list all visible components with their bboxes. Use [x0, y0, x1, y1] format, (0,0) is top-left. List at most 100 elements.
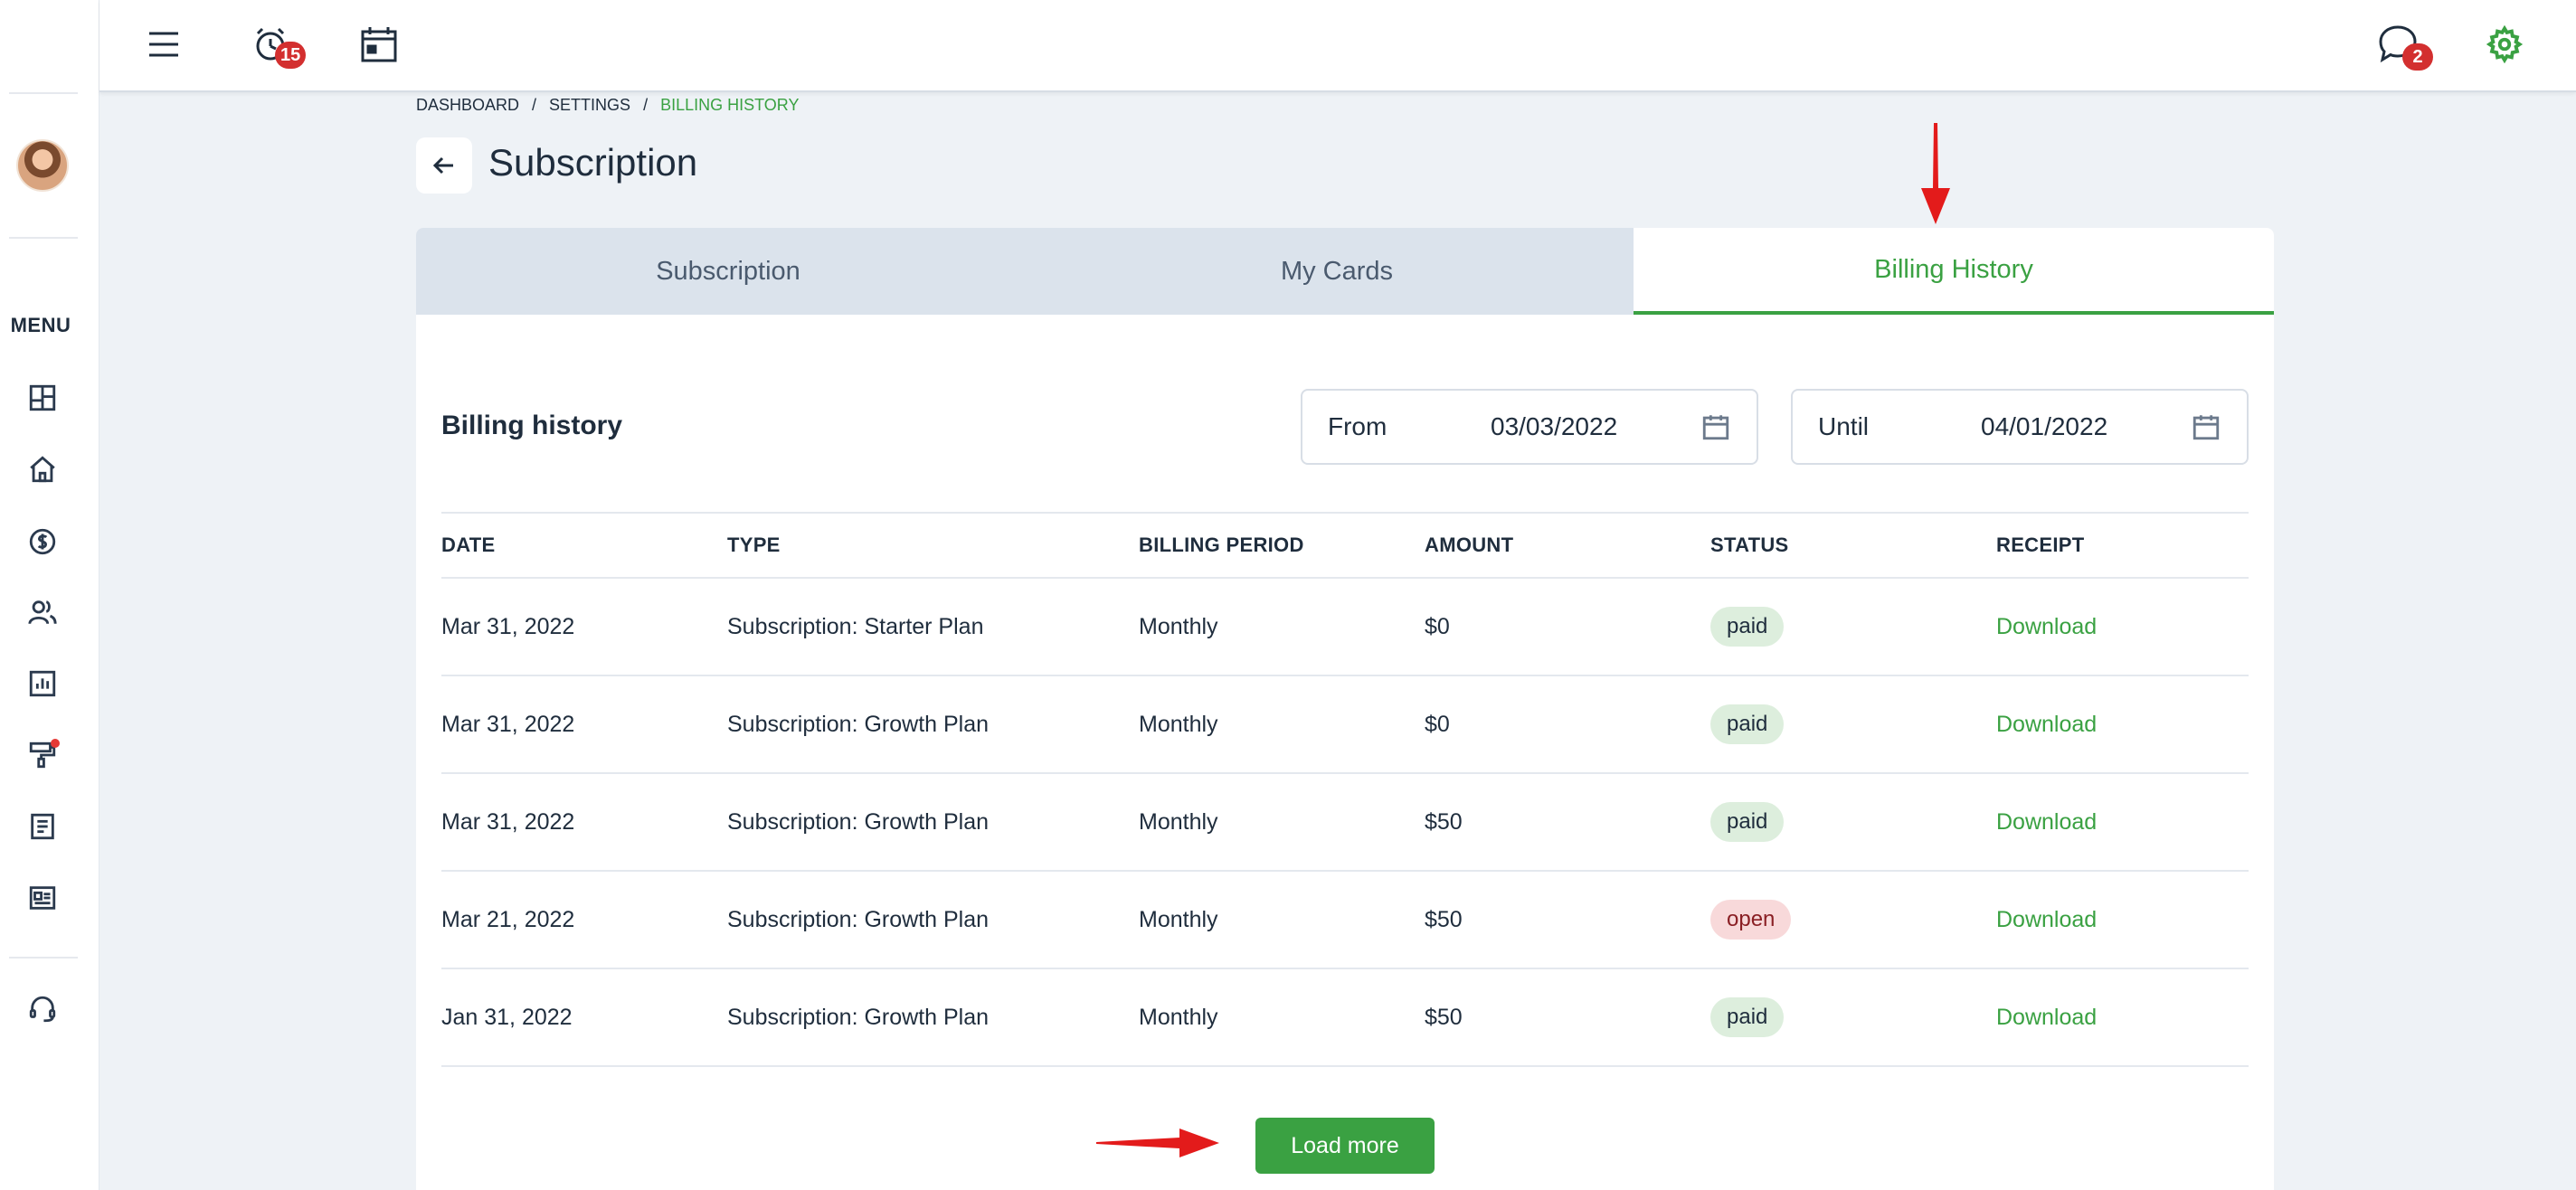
cell-period: Monthly: [1139, 578, 1425, 676]
cell-period: Monthly: [1139, 968, 1425, 1067]
hamburger-menu-button[interactable]: [141, 22, 186, 67]
tab-billing-history[interactable]: Billing History: [1634, 228, 2274, 315]
alarm-button[interactable]: 15: [248, 20, 307, 69]
column-header-amount: AMOUNT: [1425, 512, 1710, 579]
tab-bar: Subscription My Cards Billing History: [416, 228, 2274, 315]
until-date-field[interactable]: Until 04/01/2022: [1791, 389, 2249, 465]
cell-receipt: Download: [1996, 773, 2249, 872]
sidebar-item-home[interactable]: [24, 451, 61, 487]
cell-amount: $0: [1425, 578, 1710, 676]
cell-date: Mar 31, 2022: [441, 675, 727, 774]
breadcrumb-settings[interactable]: SETTINGS: [549, 96, 631, 114]
cell-type: Subscription: Growth Plan: [727, 871, 1139, 969]
cell-type: Subscription: Starter Plan: [727, 578, 1139, 676]
sidebar-divider: [9, 237, 78, 239]
cell-date: Mar 31, 2022: [441, 773, 727, 872]
load-more-button[interactable]: Load more: [1255, 1118, 1435, 1174]
headset-icon: [29, 996, 56, 1023]
from-date-value: 03/03/2022: [1491, 412, 1618, 440]
avatar[interactable]: [16, 139, 69, 192]
sidebar-item-reports[interactable]: [24, 666, 61, 702]
cell-receipt: Download: [1996, 578, 2249, 676]
tab-subscription[interactable]: Subscription: [656, 256, 800, 286]
column-header-receipt: RECEIPT: [1996, 512, 2249, 579]
newspaper-icon: [29, 886, 56, 910]
sidebar-item-dashboard[interactable]: [24, 380, 61, 416]
from-date-field[interactable]: From 03/03/2022: [1301, 389, 1758, 465]
sidebar-item-news[interactable]: [24, 880, 61, 916]
table-row: Mar 31, 2022 Subscription: Starter Plan …: [441, 578, 2249, 676]
download-link[interactable]: Download: [1996, 808, 2098, 835]
cell-amount: $50: [1425, 871, 1710, 969]
download-link[interactable]: Download: [1996, 906, 2098, 932]
cell-receipt: Download: [1996, 871, 2249, 969]
calendar-icon[interactable]: [1700, 411, 1731, 442]
page-title: Subscription: [488, 141, 698, 184]
cell-amount: $50: [1425, 773, 1710, 872]
calendar-icon: [361, 27, 397, 62]
column-header-date: DATE: [441, 512, 727, 579]
until-date-value: 04/01/2022: [1981, 412, 2108, 440]
chat-icon: [2379, 25, 2417, 63]
column-header-billing-period: BILLING PERIOD: [1139, 512, 1425, 579]
calendar-button[interactable]: [355, 20, 403, 69]
hamburger-icon: [149, 32, 178, 57]
gear-icon: [2486, 25, 2524, 63]
download-link[interactable]: Download: [1996, 1004, 2098, 1030]
home-icon: [30, 456, 55, 483]
cell-status: paid: [1710, 773, 1996, 872]
sidebar-divider: [9, 957, 78, 959]
column-header-status: STATUS: [1710, 512, 1996, 579]
annotation-arrow-down: [1921, 123, 1950, 224]
sidebar-item-support[interactable]: [24, 991, 61, 1027]
dollar-icon: [29, 528, 56, 555]
breadcrumb-separator: /: [643, 96, 649, 114]
cell-type: Subscription: Growth Plan: [727, 675, 1139, 774]
breadcrumb-separator: /: [532, 96, 537, 114]
cell-type: Subscription: Growth Plan: [727, 968, 1139, 1067]
chart-icon: [29, 670, 56, 697]
breadcrumb-dashboard[interactable]: DASHBOARD: [416, 96, 520, 114]
cell-period: Monthly: [1139, 871, 1425, 969]
dashboard-icon: [29, 384, 56, 411]
table-row: Mar 31, 2022 Subscription: Growth Plan M…: [441, 773, 2249, 872]
sidebar-item-design[interactable]: [24, 737, 61, 773]
settings-button[interactable]: [2480, 20, 2529, 69]
download-link[interactable]: Download: [1996, 711, 2098, 737]
breadcrumb: DASHBOARD / SETTINGS / BILLING HISTORY: [416, 96, 799, 115]
sidebar-item-documents[interactable]: [24, 808, 61, 845]
table-row: Jan 31, 2022 Subscription: Growth Plan M…: [441, 968, 2249, 1067]
menu-label: MENU: [10, 314, 71, 336]
table-row: Mar 21, 2022 Subscription: Growth Plan M…: [441, 871, 2249, 969]
breadcrumb-billing-history: BILLING HISTORY: [660, 96, 800, 114]
billing-card: Subscription My Cards Billing History Bi…: [416, 228, 2274, 1190]
back-button[interactable]: [416, 137, 472, 194]
status-badge: paid: [1710, 704, 1785, 744]
status-badge: open: [1710, 900, 1792, 940]
status-badge: paid: [1710, 607, 1785, 647]
sidebar-item-users[interactable]: [24, 594, 61, 630]
tab-my-cards[interactable]: My Cards: [1280, 256, 1394, 286]
sidebar-item-billing[interactable]: [24, 524, 61, 560]
download-link[interactable]: Download: [1996, 613, 2098, 639]
chat-button[interactable]: 2: [2373, 20, 2433, 71]
until-label: Until: [1818, 412, 1870, 440]
status-badge: paid: [1710, 802, 1785, 842]
cell-status: paid: [1710, 578, 1996, 676]
cell-amount: $50: [1425, 968, 1710, 1067]
cell-status: paid: [1710, 675, 1996, 774]
sidebar: MENU: [0, 0, 99, 1190]
cell-date: Mar 31, 2022: [441, 578, 727, 676]
table-header-row: DATE TYPE BILLING PERIOD AMOUNT STATUS R…: [441, 512, 2249, 579]
section-title: Billing history: [441, 411, 623, 440]
billing-table: DATE TYPE BILLING PERIOD AMOUNT STATUS R…: [441, 512, 2249, 1067]
calendar-icon[interactable]: [2191, 411, 2221, 442]
notification-dot: [51, 739, 60, 748]
cell-amount: $0: [1425, 675, 1710, 774]
document-icon: [31, 813, 54, 840]
cell-status: open: [1710, 871, 1996, 969]
from-label: From: [1328, 412, 1387, 440]
cell-receipt: Download: [1996, 968, 2249, 1067]
table-row: Mar 31, 2022 Subscription: Growth Plan M…: [441, 675, 2249, 774]
status-badge: paid: [1710, 997, 1785, 1037]
